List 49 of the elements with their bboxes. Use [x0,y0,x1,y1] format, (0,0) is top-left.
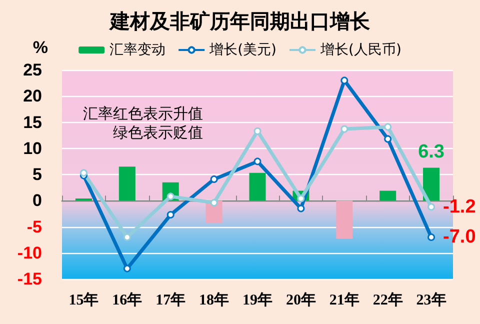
point [428,203,436,211]
x-tick-label: 15年 [68,292,99,308]
y-tick-label: 15 [23,112,42,132]
point [166,210,174,218]
bar [336,200,353,239]
point [340,76,348,84]
chart-title: 建材及非矿历年同期出口增长 [108,9,371,33]
y-tick-label: 25 [23,60,42,80]
y-tick-label: 0 [32,191,42,210]
x-tick-label: 17年 [156,292,186,308]
point [340,125,348,133]
legend-label: 增长(人民币) [320,42,402,58]
x-tick-label: 21年 [329,292,360,308]
data-label: -1.2 [443,196,476,218]
point [297,204,305,212]
x-tick-label: 22年 [372,292,403,308]
y-tick-label: 10 [23,138,42,158]
x-tick-label: 23年 [416,292,446,308]
point [254,158,262,166]
y-tick-label: -10 [17,243,42,262]
point [210,198,218,206]
x-tick-label: 19年 [242,292,272,308]
point [123,233,131,241]
annotation: 汇率红色表示升值 [83,104,203,122]
y-tick-label: -5 [26,217,42,236]
y-tick-label: 5 [32,165,42,184]
annotation: 绿色表示贬值 [113,124,203,142]
point [384,135,392,143]
legend-label: 增长(美元) [208,42,277,58]
y-tick-label: -15 [17,270,42,288]
point [210,175,218,183]
bar [118,166,136,201]
point [254,127,262,135]
point [166,192,174,200]
point [123,264,131,272]
data-label: 6.3 [418,142,444,163]
point [80,169,88,177]
point [428,233,436,241]
y-tick-label: 20 [23,86,42,106]
y-axis-title: % [32,38,48,57]
x-tick-label: 16年 [112,292,142,308]
bar [380,190,396,201]
point [384,123,392,131]
legend-label: 汇率变动 [110,42,166,58]
x-tick-label: 20年 [286,292,316,308]
x-tick-label: 18年 [199,292,230,308]
data-label: -7.0 [443,226,476,248]
bar [249,172,266,201]
bar [423,168,440,201]
